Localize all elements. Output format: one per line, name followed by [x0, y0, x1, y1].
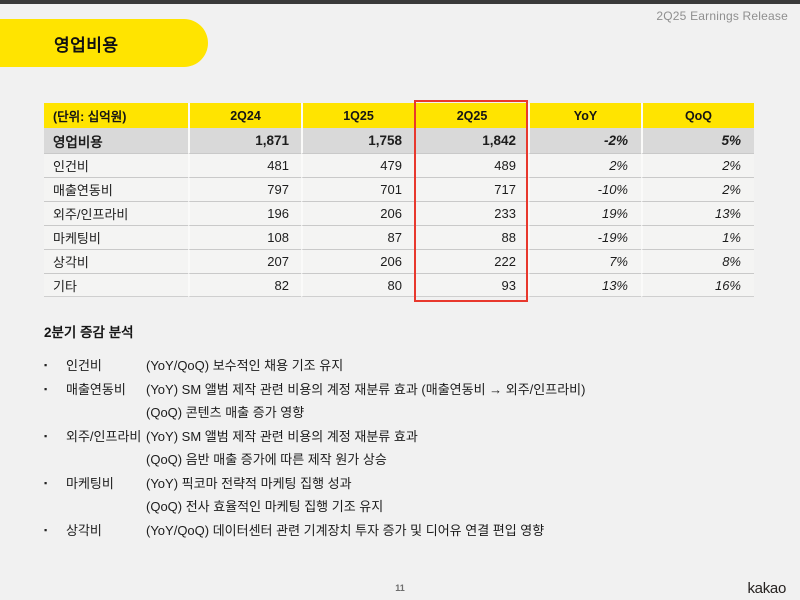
analysis-item: ▪ 상각비 (YoY/QoQ) 데이터센터 관련 기계장치 투자 증가 및 디어… [44, 519, 760, 543]
table-cell: 2% [528, 153, 641, 177]
table-cell: 88 [414, 225, 528, 249]
table-cell: 1,758 [301, 128, 414, 153]
analysis-term: 상각비 [66, 522, 102, 538]
analysis-term: 마케팅비 [66, 475, 114, 491]
table-cell: 5% [641, 128, 754, 153]
table-cell: 19% [528, 201, 641, 225]
table-row: 외주/인프라비 196 206 233 19% 13% [44, 201, 754, 225]
release-label: 2Q25 Earnings Release [656, 9, 788, 23]
table-row: 상각비 207 206 222 7% 8% [44, 249, 754, 273]
table-cell: 7% [528, 249, 641, 273]
analysis-line: (YoY) SM 앨범 제작 관련 비용의 계정 재분류 효과 (매출연동비 →… [146, 381, 586, 397]
analysis-line: (YoY) SM 앨범 제작 관련 비용의 계정 재분류 효과 [146, 428, 418, 444]
table-cell: 717 [414, 177, 528, 201]
bullet-icon: ▪ [44, 477, 48, 488]
analysis-term: 외주/인프라비 [66, 428, 142, 444]
table-row: 마케팅비 108 87 88 -19% 1% [44, 225, 754, 249]
table-cell: 82 [188, 273, 301, 297]
analysis-item: ▪ 매출연동비 (YoY) SM 앨범 제작 관련 비용의 계정 재분류 효과 … [44, 378, 760, 425]
analysis-item: ▪ 인건비 (YoY/QoQ) 보수적인 채용 기조 유지 [44, 354, 760, 378]
row-label: 매출연동비 [44, 177, 188, 201]
table-row-total: 영업비용 1,871 1,758 1,842 -2% 5% [44, 128, 754, 153]
table-cell: 13% [528, 273, 641, 297]
table-cell: 196 [188, 201, 301, 225]
table-cell: 233 [414, 201, 528, 225]
table-cell: 2% [641, 153, 754, 177]
table-row: 인건비 481 479 489 2% 2% [44, 153, 754, 177]
table-cell: 701 [301, 177, 414, 201]
table-cell: 16% [641, 273, 754, 297]
analysis-term: 매출연동비 [66, 381, 126, 397]
page-title: 영업비용 [54, 35, 119, 55]
top-accent-bar [0, 0, 800, 4]
header-qoq: QoQ [641, 103, 754, 128]
table-cell: 87 [301, 225, 414, 249]
bullet-icon: ▪ [44, 383, 48, 394]
analysis-section: 2분기 증감 분석 ▪ 인건비 (YoY/QoQ) 보수적인 채용 기조 유지 … [44, 321, 760, 542]
table-cell: 8% [641, 249, 754, 273]
row-label: 인건비 [44, 153, 188, 177]
page-number: 11 [395, 583, 405, 593]
analysis-line: (YoY/QoQ) 데이터센터 관련 기계장치 투자 증가 및 디어유 연결 편… [146, 522, 545, 538]
table-cell: 489 [414, 153, 528, 177]
table-cell: 2% [641, 177, 754, 201]
table-cell: 80 [301, 273, 414, 297]
analysis-item: ▪ 마케팅비 (YoY) 픽코마 전략적 마케팅 집행 성과 (QoQ) 전사 … [44, 472, 760, 519]
table-cell: 479 [301, 153, 414, 177]
table-cell: 207 [188, 249, 301, 273]
analysis-heading: 2분기 증감 분석 [44, 325, 134, 340]
table-cell: 222 [414, 249, 528, 273]
table-cell: 108 [188, 225, 301, 249]
table-cell: -2% [528, 128, 641, 153]
table-cell: 797 [188, 177, 301, 201]
header-yoy: YoY [528, 103, 641, 128]
row-label: 마케팅비 [44, 225, 188, 249]
header-2q25: 2Q25 [414, 103, 528, 128]
row-label: 기타 [44, 273, 188, 297]
table-cell: 481 [188, 153, 301, 177]
header-unit: (단위: 십억원) [44, 103, 188, 128]
row-label: 영업비용 [44, 128, 188, 153]
operating-expenses-table: (단위: 십억원) 2Q24 1Q25 2Q25 YoY QoQ 영업비용 1,… [44, 103, 754, 297]
bullet-icon: ▪ [44, 360, 48, 370]
table-row: 매출연동비 797 701 717 -10% 2% [44, 177, 754, 201]
row-label: 외주/인프라비 [44, 201, 188, 225]
analysis-term: 인건비 [66, 358, 102, 373]
analysis-line: (QoQ) 전사 효율적인 마케팅 집행 기조 유지 [146, 499, 384, 514]
table-cell: 1,842 [414, 128, 528, 153]
table-cell: 1% [641, 225, 754, 249]
table-header-row: (단위: 십억원) 2Q24 1Q25 2Q25 YoY QoQ [44, 103, 754, 128]
table-cell: -19% [528, 225, 641, 249]
row-label: 상각비 [44, 249, 188, 273]
table-cell: 93 [414, 273, 528, 297]
analysis-line: (YoY/QoQ) 보수적인 채용 기조 유지 [146, 358, 344, 373]
table-cell: 206 [301, 249, 414, 273]
table-cell: 13% [641, 201, 754, 225]
analysis-line: (YoY) 픽코마 전략적 마케팅 집행 성과 [146, 475, 352, 491]
analysis-line: (QoQ) 음반 매출 증가에 따른 제작 원가 상승 [146, 452, 387, 467]
table-cell: 1,871 [188, 128, 301, 153]
table-cell: -10% [528, 177, 641, 201]
analysis-line: (QoQ) 콘텐츠 매출 증가 영향 [146, 405, 305, 420]
title-pill: 영업비용 [0, 19, 208, 67]
analysis-item: ▪ 외주/인프라비 (YoY) SM 앨범 제작 관련 비용의 계정 재분류 효… [44, 425, 760, 472]
header-1q25: 1Q25 [301, 103, 414, 128]
header-2q24: 2Q24 [188, 103, 301, 128]
kakao-logo: kakao [747, 580, 786, 597]
table-cell: 206 [301, 201, 414, 225]
bullet-icon: ▪ [44, 430, 48, 441]
bullet-icon: ▪ [44, 524, 48, 535]
table-row: 기타 82 80 93 13% 16% [44, 273, 754, 297]
